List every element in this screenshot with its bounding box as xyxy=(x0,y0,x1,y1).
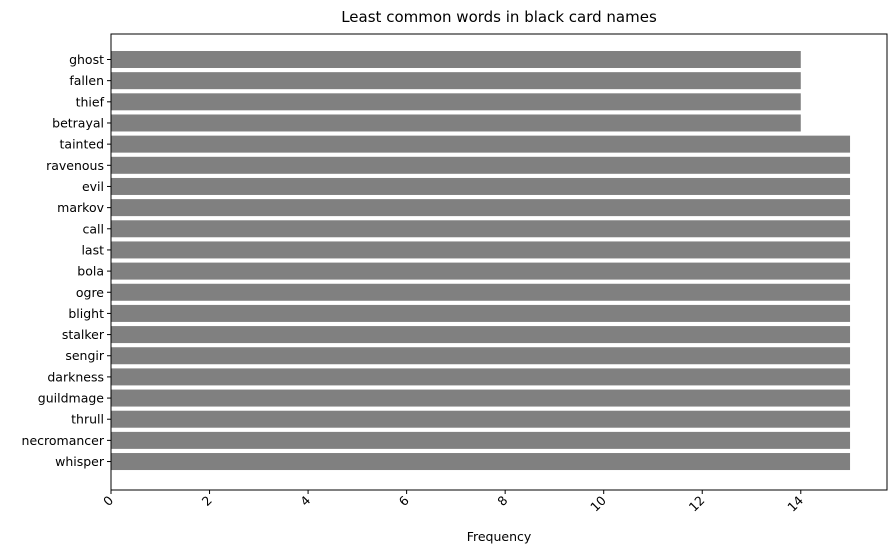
y-tick-label: evil xyxy=(82,179,104,194)
x-tick-label: 14 xyxy=(784,493,806,515)
bar-ogre xyxy=(111,283,851,301)
bar-ravenous xyxy=(111,156,851,174)
y-tick-label: call xyxy=(83,221,104,236)
y-tick-label: ghost xyxy=(69,52,104,67)
y-tick-label: blight xyxy=(68,306,104,321)
y-tick-label: ogre xyxy=(76,285,104,300)
bar-fallen xyxy=(111,72,801,90)
x-tick-label: 0 xyxy=(100,493,116,509)
y-tick-label: thief xyxy=(76,94,105,109)
y-tick-label: stalker xyxy=(62,327,105,342)
y-ticks-group: ghost fallen thief betrayal tainted ravenous e… xyxy=(22,52,111,469)
bar-last xyxy=(111,241,851,259)
bar-call xyxy=(111,220,851,238)
y-tick-label: thrull xyxy=(71,412,104,427)
bars-group xyxy=(111,51,851,471)
y-tick-label: bola xyxy=(77,264,104,279)
bar-darkness xyxy=(111,368,851,386)
bar-sengir xyxy=(111,347,851,365)
bar-necromancer xyxy=(111,431,851,449)
x-tick-label: 8 xyxy=(494,493,510,509)
y-tick-label: guildmage xyxy=(38,391,105,406)
x-tick-label: 6 xyxy=(396,493,412,509)
y-tick-label: sengir xyxy=(65,348,105,363)
y-tick-label: ravenous xyxy=(46,158,104,173)
bar-blight xyxy=(111,304,851,322)
y-tick-label: necromancer xyxy=(22,433,105,448)
x-tick-label: 12 xyxy=(686,493,708,515)
x-tick-label: 10 xyxy=(587,493,609,515)
bar-guildmage xyxy=(111,389,851,407)
y-tick-label: darkness xyxy=(47,369,104,384)
y-tick-label: fallen xyxy=(69,73,104,88)
bar-bola xyxy=(111,262,851,280)
bar-evil xyxy=(111,177,851,195)
y-tick-label: markov xyxy=(57,200,104,215)
y-tick-label: whisper xyxy=(55,454,105,469)
bar-thrull xyxy=(111,410,851,428)
y-tick-label: tainted xyxy=(60,137,104,152)
y-tick-label: betrayal xyxy=(52,115,104,130)
bar-thief xyxy=(111,93,801,111)
bar-tainted xyxy=(111,135,851,153)
y-tick-label: last xyxy=(81,242,104,257)
x-axis-label: Frequency xyxy=(467,529,532,544)
x-ticks-group: 0 2 4 6 8 10 12 14 xyxy=(100,490,806,515)
bar-whisper xyxy=(111,453,851,471)
bar-markov xyxy=(111,199,851,217)
bar-stalker xyxy=(111,326,851,344)
chart-title: Least common words in black card names xyxy=(341,8,657,26)
bar-betrayal xyxy=(111,114,801,132)
x-tick-label: 4 xyxy=(297,493,313,509)
bar-ghost xyxy=(111,51,801,68)
x-tick-label: 2 xyxy=(199,493,215,509)
plot-frame xyxy=(110,33,888,491)
